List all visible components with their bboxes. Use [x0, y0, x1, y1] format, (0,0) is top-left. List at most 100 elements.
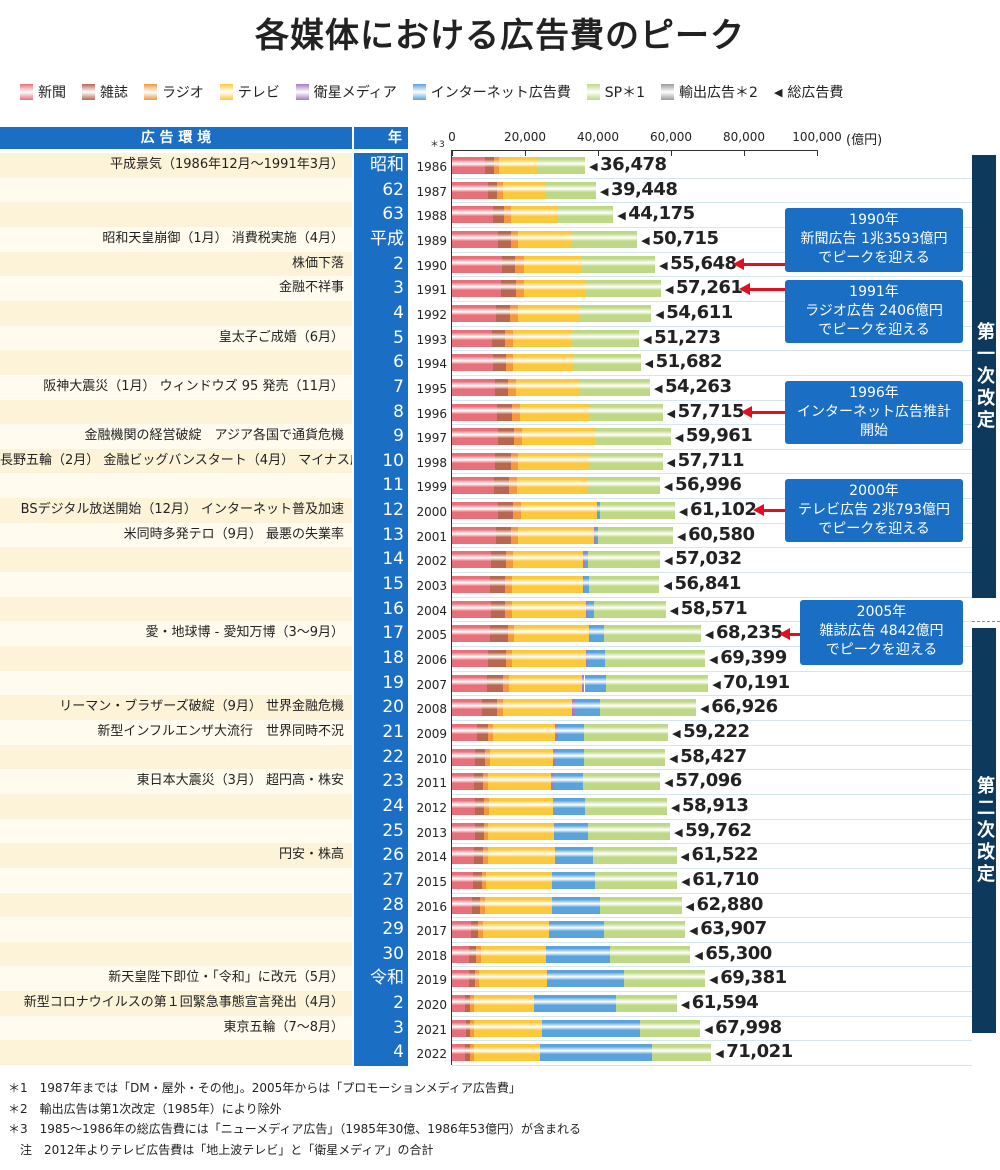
bar-segment-net [586, 477, 588, 495]
event-cell: 昭和天皇崩御（1月） 消費税実施（4月） [0, 226, 352, 252]
event-cell [0, 547, 352, 573]
bar-segment-news [452, 551, 492, 569]
bar-segment-sat [582, 576, 585, 594]
era-year: 17 [354, 621, 408, 647]
callout-box: 1996年 インターネット広告推計 開始 [785, 381, 963, 444]
bar-segment-news [452, 970, 469, 988]
bar-segment-sp [570, 329, 640, 347]
bar-segment-sp [600, 502, 675, 520]
legend-item: ◀ 総広告費 [774, 82, 843, 102]
arrow-icon [779, 627, 800, 640]
total-triangle-icon: ◀ [659, 258, 668, 272]
year-label: 2002 [416, 554, 447, 569]
total-value: 61,102 [689, 499, 757, 521]
event-cell: 平成景気（1986年12月〜1991年3月） [0, 153, 352, 178]
callout-line: でピークを迎える [818, 521, 930, 537]
bar-segment-radio [507, 625, 515, 643]
event-cell: 長野五輪（2月） 金融ビッグバンスタート（4月） マイナス成長 [0, 448, 352, 474]
bar-segment-tv [515, 378, 580, 396]
bar-segment-tv [487, 847, 555, 865]
total-value: 65,300 [705, 942, 772, 964]
event-cell [0, 670, 352, 696]
total-triangle-icon: ◀ [681, 874, 690, 888]
bar-segment-tv [486, 871, 553, 889]
total-triangle-icon: ◀ [704, 1022, 713, 1036]
bar-segment-net [574, 699, 601, 717]
year-label: 1997 [416, 431, 447, 446]
bar-segment-news [452, 822, 475, 840]
bar-segment-sp [604, 625, 702, 643]
year-label: 2016 [416, 899, 447, 914]
era-year: 4 [354, 300, 408, 327]
legend-item: インターネット広告費 [412, 82, 571, 102]
bar-segment-news [452, 428, 499, 446]
year-label: 1996 [416, 406, 447, 421]
era-year: 27 [354, 867, 408, 894]
gridline [452, 917, 972, 919]
bar-segment-tv [512, 354, 573, 372]
total-triangle-icon: ◀ [666, 406, 675, 420]
bar-segment-sp [610, 945, 691, 963]
total-triangle-icon: ◀ [694, 948, 703, 962]
bar-segment-sp [594, 871, 678, 889]
bar-segment-sp [587, 822, 671, 840]
bar-segment-tv [509, 674, 583, 692]
total-triangle-icon: ◀ [680, 850, 689, 864]
era-year: 2 [354, 251, 408, 278]
total-triangle-icon: ◀ [677, 529, 686, 543]
bar-segment-radio [483, 773, 488, 791]
legend-label: テレビ [237, 85, 280, 101]
bar-segment-tv [520, 403, 590, 421]
bar-segment-net [584, 576, 589, 594]
bar-segment-news [452, 1044, 466, 1062]
gridline [452, 1040, 972, 1042]
era-year: 22 [354, 744, 408, 771]
bar-segment-news [452, 896, 472, 914]
bar-segment-sat [588, 625, 591, 643]
total-label: ◀ 60,580 [677, 524, 755, 545]
bar-segment-sp [598, 526, 674, 544]
callout-line: 1990年 [849, 212, 899, 228]
bar-segment-sat [550, 773, 554, 791]
bar-segment-radio [505, 600, 512, 618]
era-year: 4 [354, 1040, 408, 1067]
bar-segment-tv [499, 157, 539, 174]
bar-segment-sat [555, 723, 558, 741]
event-cell [0, 867, 352, 893]
bar-segment-sat [583, 551, 585, 569]
gridline [452, 399, 972, 401]
arrow-icon [753, 504, 785, 517]
bar-segment-tv [480, 945, 546, 963]
bar-segment-radio [503, 206, 511, 224]
bar-segment-sp [604, 921, 686, 939]
era-year: 25 [354, 818, 408, 845]
bar-segment-tv [518, 230, 572, 248]
event-cell [0, 892, 352, 918]
note: ＊3 1985〜1986年の総広告費には「ニューメディア広告」（1985年30億… [8, 1122, 582, 1136]
bar-segment-net [556, 748, 585, 766]
era-year: 10 [354, 448, 408, 475]
bar-segment-net [552, 871, 595, 889]
bar-segment-tv [503, 181, 546, 199]
legend-label: 輸出広告＊2 [679, 85, 758, 101]
legend-swatch [295, 84, 309, 100]
bar-segment-news [452, 1019, 466, 1037]
event-cell: 新型インフルエンザ大流行 世界同時不況 [0, 719, 352, 745]
bar-segment-news [452, 797, 475, 815]
gridline [452, 1065, 972, 1067]
bar-segment-net [549, 921, 605, 939]
bar-segment-radio [508, 378, 516, 396]
bar-segment-news [452, 945, 470, 963]
gridline [452, 621, 972, 623]
total-label: ◀ 61,594 [681, 992, 759, 1013]
bar-segment-sat [553, 748, 557, 766]
total-label: ◀ 57,261 [665, 277, 743, 298]
legend-label: SP＊1 [604, 85, 646, 101]
gridline [452, 695, 972, 697]
bar-segment-sat [593, 526, 596, 544]
year-label: 2015 [416, 874, 447, 889]
event-cell: 円安・株高 [0, 843, 352, 868]
era-year: 20 [354, 695, 408, 721]
legend-label: ラジオ [162, 85, 204, 101]
